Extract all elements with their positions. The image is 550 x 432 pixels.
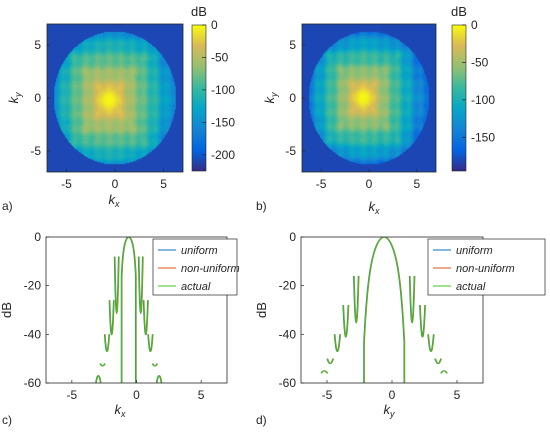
curve-segment-actual-c-9 — [143, 300, 149, 336]
xtick-label-b-0: -5 — [316, 177, 327, 191]
ylabel-c: dB — [0, 302, 14, 318]
curve-segment-actual-c-8 — [138, 256, 144, 315]
curve-segment-actual-d-4 — [342, 305, 349, 338]
xtick-label-d-2: 5 — [454, 388, 461, 402]
legend-c: uniform non-uniform actual — [152, 238, 240, 296]
colorbar-tick-label-a-0: 0 — [211, 18, 218, 32]
panel-label-c: c) — [2, 413, 12, 427]
legend-label-uniform-c: uniform — [181, 245, 218, 257]
curves-c — [95, 237, 163, 383]
ylabel-b: ky — [262, 92, 279, 104]
xlabel-b: kx — [369, 199, 381, 216]
colorbar-title-b: dB — [451, 4, 467, 19]
colorbar-tick-label-b-2: -100 — [471, 93, 495, 107]
xlabel-c: kx — [115, 402, 127, 419]
ytick-label-d-2: -40 — [279, 327, 297, 341]
colorbar-tick-label-a-1: -50 — [211, 50, 229, 64]
ytick-label-c-2: -40 — [24, 327, 42, 341]
panel-d: -5 0 5 0 -20 -40 -60 dB ky d) uniform non-unif… — [254, 230, 546, 427]
ytick-label-a-0: -5 — [30, 144, 41, 158]
curve-segment-actual-d-8 — [409, 275, 416, 324]
ytick-label-d-0: 0 — [289, 230, 296, 244]
colorbar-ticks-a: 0 -50 -100 -150 -200 — [202, 18, 235, 162]
curve-segment-actual-c-6 — [99, 363, 106, 367]
colorbar-title-a: dB — [191, 4, 207, 19]
xlabel-d: ky — [384, 402, 396, 419]
axis-ticks-d: -5 0 5 0 -20 -40 -60 — [279, 230, 461, 402]
ytick-label-a-1: 0 — [34, 91, 41, 105]
ylabel-a: ky — [6, 92, 23, 104]
xtick-label-b-2: 5 — [414, 177, 421, 191]
panel-a: -5 0 5-505 kx ky a) 0-50-100-150-200 dB — [2, 4, 235, 213]
axis-ticks-a: -5 0 5 -5 0 5 — [30, 38, 167, 191]
series-actual-d — [320, 237, 448, 383]
curve-segment-actual-d-3 — [353, 275, 360, 324]
ytick-label-a-2: 5 — [34, 38, 41, 52]
ylabel-d: dB — [254, 302, 269, 318]
series-actual-c — [95, 237, 163, 383]
curve-segment-actual-d-10 — [427, 334, 435, 353]
legend-label-uniform-d: uniform — [456, 245, 493, 257]
xtick-label-c-0: -5 — [67, 388, 78, 402]
curve-segment-actual-c-0 — [121, 237, 137, 277]
colorbar-tick-label-a-4: -200 — [211, 148, 235, 162]
curve-segment-actual-c-10 — [147, 334, 154, 353]
curves-d — [320, 237, 448, 383]
ytick-label-d-1: -20 — [279, 279, 297, 293]
heatmap-image-b — [302, 24, 436, 172]
curve-segment-actual-c-12 — [156, 375, 163, 383]
legend-label-actual-d: actual — [456, 281, 486, 293]
colorbar-tick-label-a-2: -100 — [211, 83, 235, 97]
curve-segment-actual-d-0 — [363, 237, 405, 343]
axis-ticks-c: -5 0 5 0 -20 -40 -60 — [24, 230, 205, 402]
panel-b: -5 0 5-505 kx ky b) 0-50-100-150 dB — [256, 4, 495, 216]
legend-d: uniform non-uniform actual — [427, 238, 546, 296]
colorbar-a — [191, 24, 207, 172]
curve-segment-actual-d-9 — [419, 305, 426, 338]
ytick-label-b-2: 5 — [289, 38, 296, 52]
curve-segment-actual-c-7 — [95, 375, 102, 383]
xtick-label-a-2: 5 — [160, 177, 167, 191]
curve-segment-actual-d-6 — [326, 358, 334, 365]
ytick-label-b-0: -5 — [285, 144, 296, 158]
ytick-label-c-1: -20 — [24, 279, 42, 293]
xtick-label-c-2: 5 — [198, 388, 205, 402]
xtick-label-c-1: 0 — [133, 388, 140, 402]
xtick-label-a-1: 0 — [112, 177, 119, 191]
axis-ticks-b: -5 0 5 -5 0 5 — [285, 38, 420, 191]
curve-segment-actual-d-11 — [434, 358, 442, 365]
ytick-label-c-3: -60 — [24, 376, 42, 390]
panel-label-b: b) — [256, 199, 267, 213]
legend-label-non-uniform-d: non-uniform — [456, 263, 515, 275]
curve-segment-actual-c-5 — [104, 334, 110, 353]
xtick-label-d-0: -5 — [322, 388, 333, 402]
xtick-label-d-1: 0 — [389, 388, 396, 402]
curve-segment-actual-c-3 — [114, 256, 120, 315]
curve-segment-actual-d-12 — [440, 370, 448, 374]
colorbar-b — [451, 24, 467, 172]
ytick-label-c-0: 0 — [34, 230, 41, 244]
heatmap-image-a — [47, 24, 183, 172]
curve-segment-actual-d-5 — [334, 334, 341, 353]
curve-segment-actual-c-4 — [108, 300, 115, 336]
panel-label-d: d) — [256, 413, 267, 427]
colorbar-tick-label-a-3: -150 — [211, 115, 235, 129]
colorbar-ticks-b: 0 -50 -100 -150 — [462, 18, 495, 144]
curve-segment-actual-c-11 — [152, 363, 158, 367]
xtick-label-a-0: -5 — [61, 177, 72, 191]
legend-label-non-uniform-c: non-uniform — [181, 263, 240, 275]
curve-segment-actual-d-7 — [320, 370, 328, 374]
colorbar-tick-label-b-1: -50 — [471, 55, 489, 69]
panel-label-a: a) — [2, 199, 13, 213]
xtick-label-b-1: 0 — [366, 177, 373, 191]
xlabel-a: kx — [109, 192, 121, 209]
colorbar-tick-label-b-0: 0 — [471, 18, 478, 32]
colorbar-tick-label-b-3: -150 — [471, 130, 495, 144]
legend-label-actual-c: actual — [181, 281, 211, 293]
ytick-label-b-1: 0 — [289, 91, 296, 105]
panel-c: -5 0 5 0 -20 -40 -60 dB kx c) uniform non-unif… — [0, 230, 240, 427]
ytick-label-d-3: -60 — [279, 376, 297, 390]
